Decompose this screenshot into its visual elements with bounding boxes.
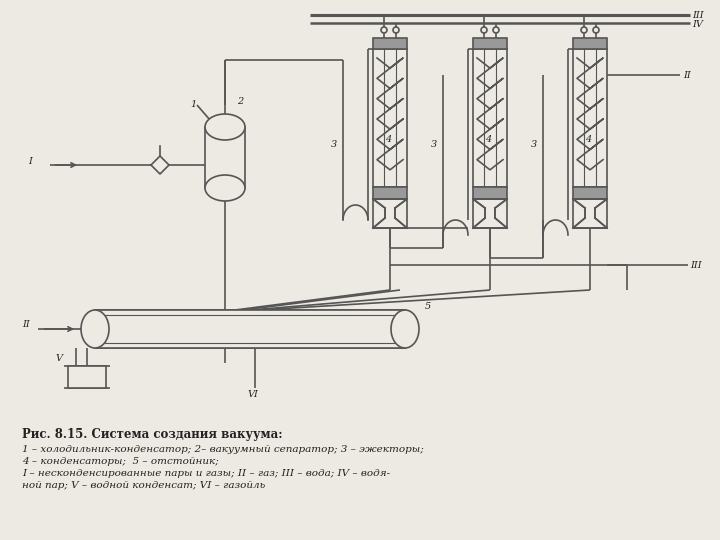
Bar <box>373 49 407 187</box>
Text: II: II <box>22 320 30 329</box>
Text: 4: 4 <box>585 135 591 144</box>
Ellipse shape <box>493 27 499 33</box>
Text: 1 – холодильник-конденсатор; 2– вакуумный сепаратор; 3 – эжекторы;: 1 – холодильник-конденсатор; 2– вакуумны… <box>22 445 424 454</box>
Bar <box>573 199 607 228</box>
Bar <box>373 187 407 199</box>
Bar <box>473 187 507 199</box>
Text: 4 – конденсаторы;  5 – отстойник;: 4 – конденсаторы; 5 – отстойник; <box>22 457 219 466</box>
Bar <box>105 315 395 343</box>
Bar <box>205 127 245 188</box>
Text: 4: 4 <box>385 135 391 144</box>
Text: I – несконденсированные пары и газы; II – газ; III – вода; IV – водя-: I – несконденсированные пары и газы; II … <box>22 469 390 478</box>
Bar <box>68 366 106 388</box>
Ellipse shape <box>581 27 587 33</box>
Text: III: III <box>692 11 703 20</box>
Text: 1: 1 <box>190 100 197 109</box>
Text: II: II <box>683 71 690 80</box>
Bar <box>573 187 607 199</box>
Bar <box>573 49 607 187</box>
Ellipse shape <box>381 27 387 33</box>
Ellipse shape <box>205 114 245 140</box>
Text: IV: IV <box>692 20 703 29</box>
Text: 5: 5 <box>425 302 431 311</box>
Ellipse shape <box>81 310 109 348</box>
Bar <box>473 38 507 49</box>
Text: 3: 3 <box>431 140 437 149</box>
Ellipse shape <box>205 175 245 201</box>
Text: 4: 4 <box>485 135 491 144</box>
Bar <box>573 38 607 49</box>
Ellipse shape <box>391 310 419 348</box>
Ellipse shape <box>393 27 399 33</box>
Text: ной пар; V – водной конденсат; VI – газойль: ной пар; V – водной конденсат; VI – газо… <box>22 481 265 490</box>
Text: I: I <box>28 157 32 166</box>
Text: 3: 3 <box>531 140 537 149</box>
Ellipse shape <box>593 27 599 33</box>
Text: 2: 2 <box>237 97 243 106</box>
Text: V: V <box>56 354 63 363</box>
Bar <box>95 310 405 348</box>
Text: III: III <box>690 261 701 270</box>
Bar <box>473 49 507 187</box>
Ellipse shape <box>481 27 487 33</box>
Bar <box>373 199 407 228</box>
Text: Рис. 8.15. Система создания вакуума:: Рис. 8.15. Система создания вакуума: <box>22 428 283 441</box>
Bar <box>373 38 407 49</box>
Text: VI: VI <box>247 390 258 399</box>
Text: 3: 3 <box>331 140 337 149</box>
Bar <box>473 199 507 228</box>
